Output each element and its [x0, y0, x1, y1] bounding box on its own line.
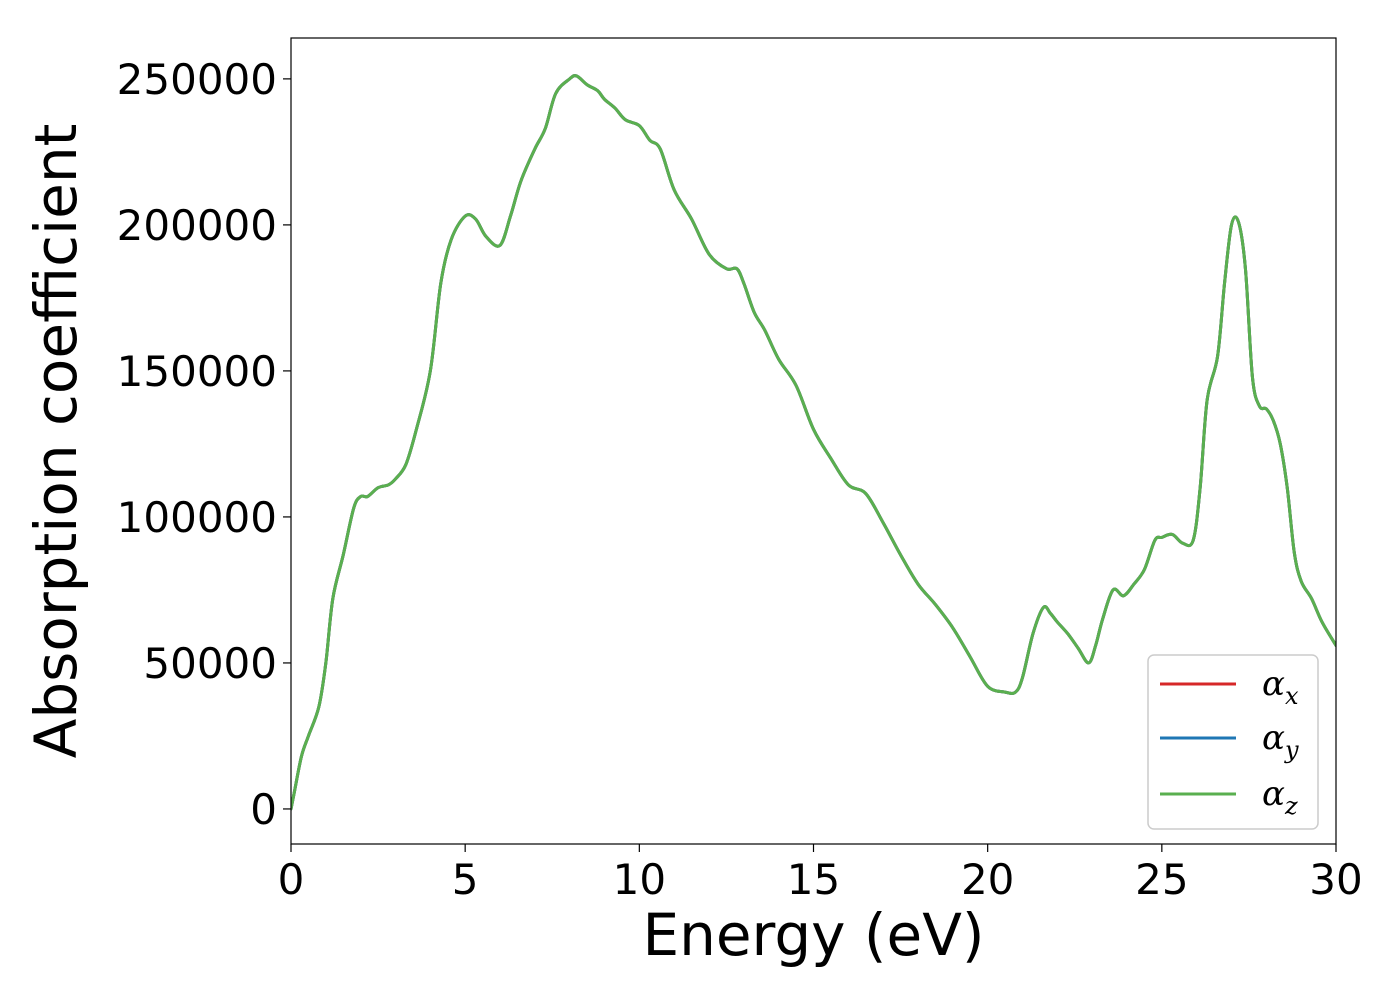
legend-label: αy [1262, 718, 1299, 764]
x-tick-label: 25 [1135, 855, 1188, 904]
y-tick-label: 50000 [143, 639, 277, 688]
y-tick-label: 0 [250, 785, 277, 834]
y-tick-label: 250000 [117, 55, 277, 104]
series-layer [291, 74, 1336, 811]
y-tick-label: 150000 [117, 347, 277, 396]
legend-entry-z: αz [1160, 774, 1298, 820]
legend-label: αx [1262, 664, 1299, 710]
x-axis-title: Energy (eV) [642, 901, 984, 969]
legend-entry-x: αx [1160, 664, 1299, 710]
x-tick-label: 30 [1309, 855, 1362, 904]
x-tick-label: 5 [452, 855, 479, 904]
legend-box [1147, 654, 1319, 830]
legend: αx αy αz [1147, 654, 1319, 830]
x-tick-label: 0 [278, 855, 305, 904]
legend-label: αz [1262, 774, 1298, 820]
legend-entry-y: αy [1160, 718, 1299, 764]
x-tick-label: 20 [961, 855, 1014, 904]
series-line-z [291, 74, 1336, 811]
x-tick-label: 15 [787, 855, 840, 904]
y-axis: 0 50000 100000 150000 200000 250000 [117, 55, 291, 834]
y-tick-label: 100000 [117, 493, 277, 542]
y-axis-title: Absorption coefficient [22, 124, 90, 759]
x-axis: 0 5 10 15 20 25 30 [278, 844, 1363, 904]
x-tick-label: 10 [613, 855, 666, 904]
y-tick-label: 200000 [117, 201, 277, 250]
